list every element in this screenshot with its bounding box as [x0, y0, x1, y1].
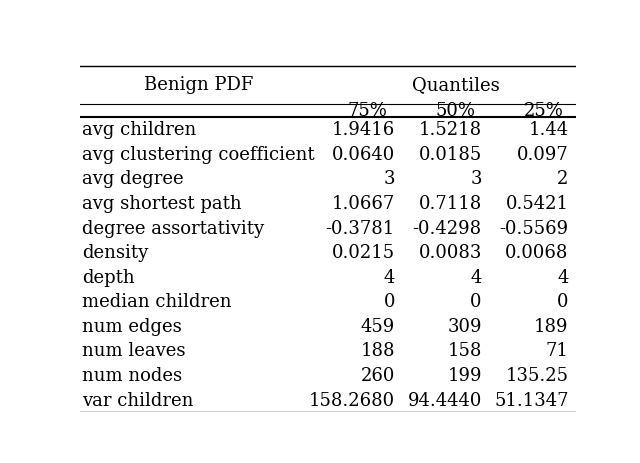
Text: 0: 0 — [557, 293, 568, 311]
Text: 4: 4 — [470, 269, 482, 287]
Text: avg shortest path: avg shortest path — [83, 195, 242, 213]
Text: 71: 71 — [546, 343, 568, 361]
Text: 4: 4 — [557, 269, 568, 287]
Text: Benign PDF: Benign PDF — [145, 75, 253, 94]
Text: avg degree: avg degree — [83, 170, 184, 188]
Text: 199: 199 — [447, 367, 482, 385]
Text: num leaves: num leaves — [83, 343, 186, 361]
Text: 0.0215: 0.0215 — [332, 244, 395, 262]
Text: 0: 0 — [383, 293, 395, 311]
Text: 188: 188 — [360, 343, 395, 361]
Text: degree assortativity: degree assortativity — [83, 219, 264, 238]
Text: 135.25: 135.25 — [506, 367, 568, 385]
Text: avg children: avg children — [83, 121, 196, 139]
Text: avg clustering coefficient: avg clustering coefficient — [83, 146, 315, 164]
Text: 0.5421: 0.5421 — [506, 195, 568, 213]
Text: 3: 3 — [470, 170, 482, 188]
Text: 50%: 50% — [436, 101, 476, 119]
Text: 459: 459 — [361, 318, 395, 336]
Text: Quantiles: Quantiles — [412, 75, 500, 94]
Text: density: density — [83, 244, 148, 262]
Text: num edges: num edges — [83, 318, 182, 336]
Text: -0.3781: -0.3781 — [326, 219, 395, 238]
Text: 158.2680: 158.2680 — [309, 392, 395, 410]
Text: 75%: 75% — [348, 101, 388, 119]
Text: 1.0667: 1.0667 — [332, 195, 395, 213]
Text: 0.0185: 0.0185 — [419, 146, 482, 164]
Text: -0.4298: -0.4298 — [413, 219, 482, 238]
Text: 0: 0 — [470, 293, 482, 311]
Text: 1.44: 1.44 — [529, 121, 568, 139]
Text: depth: depth — [83, 269, 135, 287]
Text: 25%: 25% — [524, 101, 564, 119]
Text: 94.4440: 94.4440 — [408, 392, 482, 410]
Text: median children: median children — [83, 293, 232, 311]
Text: 189: 189 — [534, 318, 568, 336]
Text: 0.0083: 0.0083 — [419, 244, 482, 262]
Text: 158: 158 — [447, 343, 482, 361]
Text: 260: 260 — [360, 367, 395, 385]
Text: num nodes: num nodes — [83, 367, 182, 385]
Text: 51.1347: 51.1347 — [494, 392, 568, 410]
Text: 1.5218: 1.5218 — [419, 121, 482, 139]
Text: 309: 309 — [447, 318, 482, 336]
Text: -0.5569: -0.5569 — [499, 219, 568, 238]
Text: 0.0068: 0.0068 — [505, 244, 568, 262]
Text: 2: 2 — [557, 170, 568, 188]
Text: 0.7118: 0.7118 — [419, 195, 482, 213]
Text: 1.9416: 1.9416 — [332, 121, 395, 139]
Text: 4: 4 — [383, 269, 395, 287]
Text: 0.097: 0.097 — [517, 146, 568, 164]
Text: 0.0640: 0.0640 — [332, 146, 395, 164]
Text: 3: 3 — [383, 170, 395, 188]
Text: var children: var children — [83, 392, 194, 410]
